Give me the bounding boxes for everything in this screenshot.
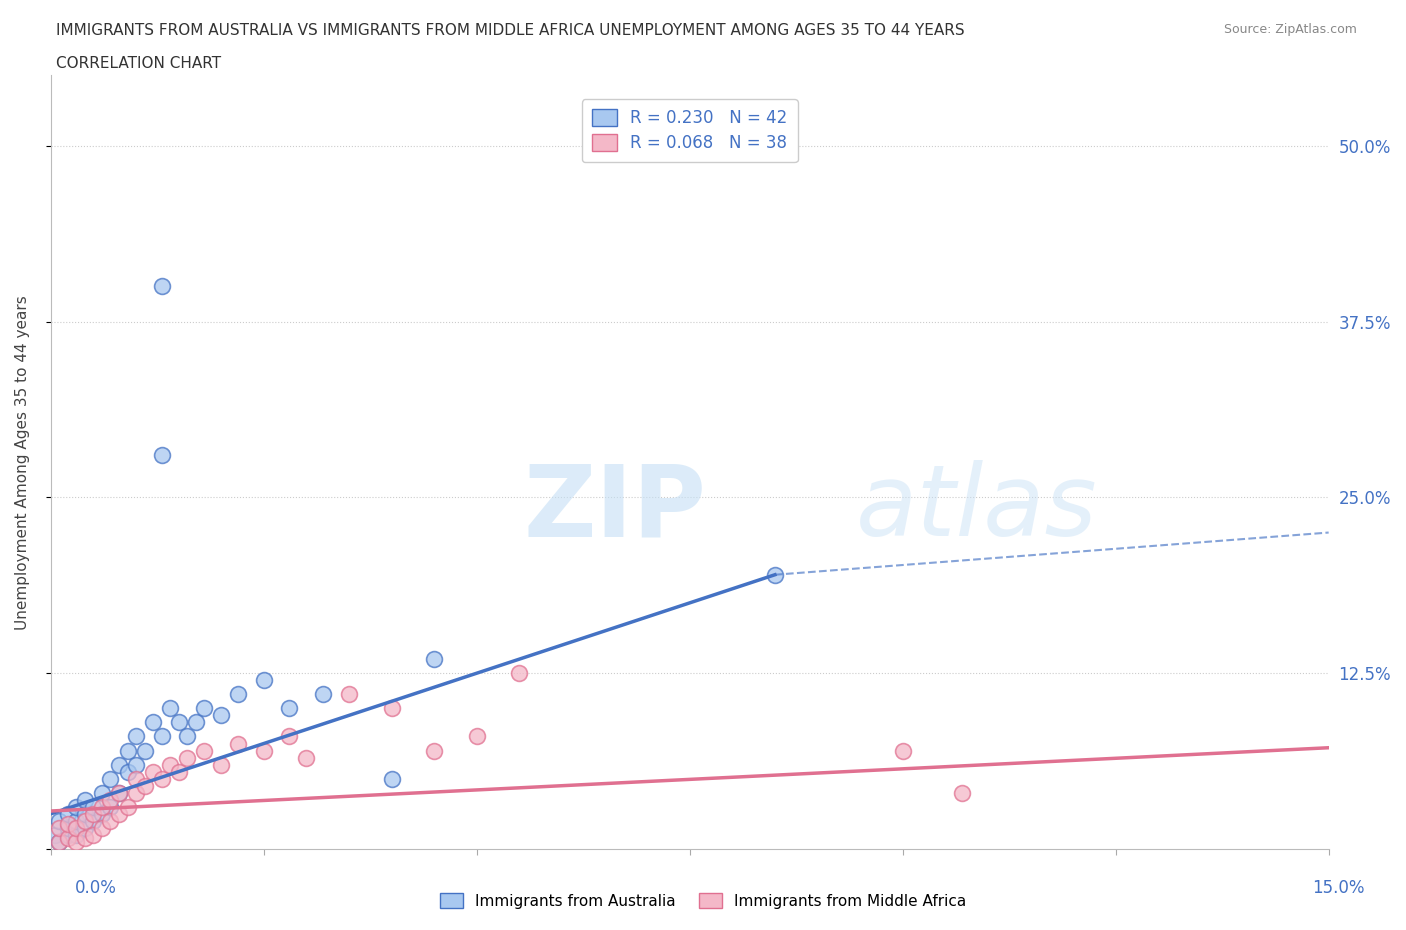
Point bbox=[465, 729, 488, 744]
Point bbox=[108, 785, 131, 800]
Text: CORRELATION CHART: CORRELATION CHART bbox=[56, 56, 221, 71]
Point bbox=[56, 817, 79, 831]
Point bbox=[159, 701, 181, 716]
Point bbox=[209, 757, 232, 772]
Point bbox=[423, 743, 446, 758]
Point bbox=[73, 820, 96, 835]
Point bbox=[226, 736, 249, 751]
Point bbox=[56, 820, 79, 835]
Point bbox=[73, 830, 96, 845]
Point bbox=[91, 800, 114, 815]
Point bbox=[295, 751, 318, 765]
Point bbox=[184, 715, 207, 730]
Point bbox=[381, 771, 404, 786]
Legend: Immigrants from Australia, Immigrants from Middle Africa: Immigrants from Australia, Immigrants fr… bbox=[434, 886, 972, 915]
Point bbox=[48, 834, 70, 849]
Point bbox=[82, 828, 104, 843]
Point bbox=[150, 447, 173, 462]
Point bbox=[73, 806, 96, 821]
Point bbox=[65, 820, 87, 835]
Point bbox=[142, 764, 165, 779]
Point bbox=[337, 687, 360, 702]
Point bbox=[125, 771, 148, 786]
Point bbox=[381, 701, 404, 716]
Point bbox=[100, 771, 122, 786]
Point bbox=[48, 834, 70, 849]
Point bbox=[65, 814, 87, 829]
Point bbox=[100, 814, 122, 829]
Point bbox=[117, 743, 139, 758]
Point bbox=[176, 751, 198, 765]
Point bbox=[56, 806, 79, 821]
Point bbox=[100, 800, 122, 815]
Point bbox=[891, 743, 914, 758]
Point bbox=[65, 800, 87, 815]
Point bbox=[91, 806, 114, 821]
Point bbox=[125, 729, 148, 744]
Text: 0.0%: 0.0% bbox=[75, 879, 117, 897]
Point bbox=[65, 834, 87, 849]
Point bbox=[167, 715, 190, 730]
Text: 15.0%: 15.0% bbox=[1312, 879, 1365, 897]
Point bbox=[108, 806, 131, 821]
Point bbox=[423, 652, 446, 667]
Point bbox=[48, 820, 70, 835]
Point bbox=[193, 701, 215, 716]
Text: Source: ZipAtlas.com: Source: ZipAtlas.com bbox=[1223, 23, 1357, 36]
Point bbox=[91, 785, 114, 800]
Point bbox=[82, 814, 104, 829]
Point bbox=[226, 687, 249, 702]
Point bbox=[125, 785, 148, 800]
Point bbox=[278, 729, 301, 744]
Point bbox=[150, 771, 173, 786]
Y-axis label: Unemployment Among Ages 35 to 44 years: Unemployment Among Ages 35 to 44 years bbox=[15, 295, 30, 630]
Point bbox=[763, 567, 786, 582]
Point bbox=[150, 279, 173, 294]
Point bbox=[209, 708, 232, 723]
Point bbox=[508, 666, 530, 681]
Text: atlas: atlas bbox=[856, 460, 1098, 557]
Point bbox=[950, 785, 973, 800]
Point bbox=[91, 820, 114, 835]
Text: ZIP: ZIP bbox=[523, 460, 706, 557]
Point bbox=[125, 757, 148, 772]
Point bbox=[312, 687, 335, 702]
Point bbox=[253, 672, 276, 687]
Point bbox=[82, 806, 104, 821]
Point bbox=[167, 764, 190, 779]
Legend: R = 0.230   N = 42, R = 0.068   N = 38: R = 0.230 N = 42, R = 0.068 N = 38 bbox=[582, 100, 797, 162]
Point bbox=[134, 778, 156, 793]
Point bbox=[117, 800, 139, 815]
Point bbox=[65, 828, 87, 843]
Point bbox=[48, 814, 70, 829]
Point bbox=[44, 828, 66, 843]
Point bbox=[193, 743, 215, 758]
Point bbox=[56, 830, 79, 845]
Point bbox=[142, 715, 165, 730]
Point bbox=[73, 814, 96, 829]
Point bbox=[253, 743, 276, 758]
Point bbox=[56, 828, 79, 843]
Point bbox=[82, 800, 104, 815]
Point bbox=[108, 785, 131, 800]
Point bbox=[73, 792, 96, 807]
Point bbox=[117, 764, 139, 779]
Point bbox=[159, 757, 181, 772]
Point bbox=[108, 757, 131, 772]
Point bbox=[176, 729, 198, 744]
Point bbox=[278, 701, 301, 716]
Text: IMMIGRANTS FROM AUSTRALIA VS IMMIGRANTS FROM MIDDLE AFRICA UNEMPLOYMENT AMONG AG: IMMIGRANTS FROM AUSTRALIA VS IMMIGRANTS … bbox=[56, 23, 965, 38]
Point bbox=[100, 792, 122, 807]
Point bbox=[150, 729, 173, 744]
Point bbox=[134, 743, 156, 758]
